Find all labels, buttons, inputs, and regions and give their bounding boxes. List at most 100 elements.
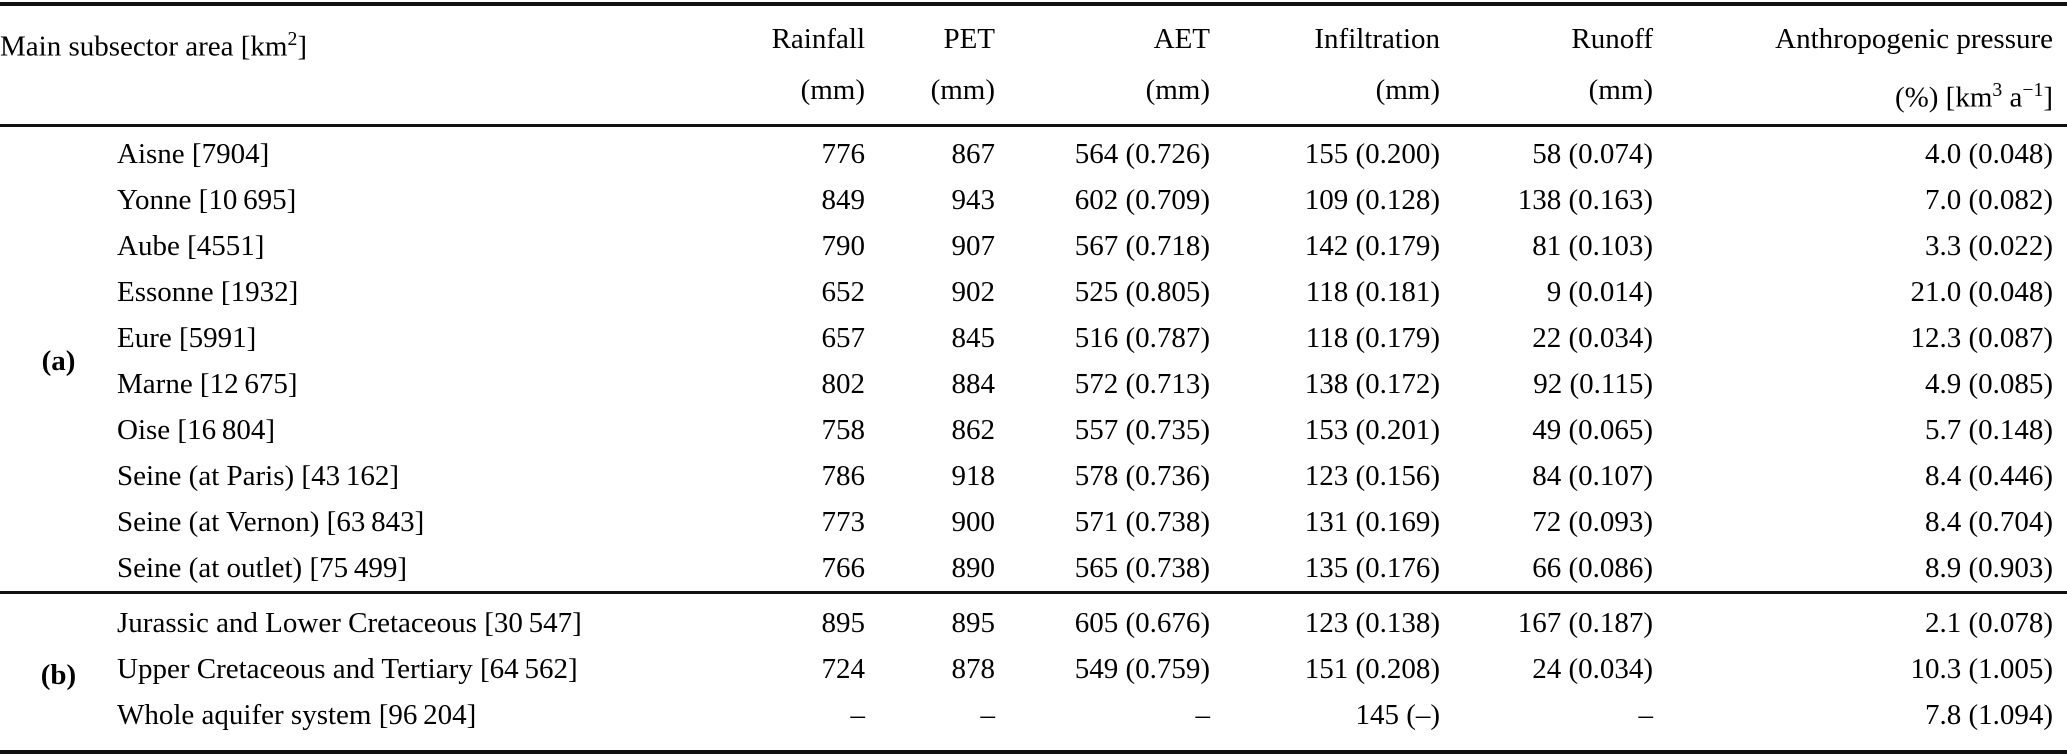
row-label: Yonne [10 695]	[117, 184, 297, 216]
value-cell: 109 (0.128)	[1304, 184, 1441, 216]
value-cell: 8.4 (0.704)	[1924, 506, 2054, 538]
value-cell: 135 (0.176)	[1304, 552, 1441, 584]
value-cell: 849	[821, 184, 866, 216]
section-label: (b)	[0, 591, 117, 752]
value-cell: 138 (0.172)	[1304, 368, 1441, 400]
value-cell: 151 (0.208)	[1304, 653, 1441, 685]
col-header-label: Anthropogenic pressure	[1775, 23, 2054, 55]
row-label: Essonne [1932]	[117, 276, 299, 308]
value-cell: –	[850, 699, 866, 731]
value-cell: 2.1 (0.078)	[1653, 591, 2067, 646]
value-cell: 766	[821, 552, 866, 584]
value-cell: 22 (0.034)	[1532, 322, 1654, 354]
section-label: (a)	[41, 345, 76, 377]
col-header-label: PET	[943, 23, 996, 55]
anthro-unit-pre: (%) [km	[1894, 81, 1993, 114]
col-header-label: Infiltration	[1314, 23, 1441, 55]
row-label: Aisne [7904]	[117, 138, 270, 170]
value-cell: 10.3 (1.005)	[1910, 653, 2054, 685]
anthro-unit-post: ]	[2043, 81, 2054, 114]
value-cell: 142 (0.179)	[1304, 230, 1441, 262]
value-cell: 7.0 (0.082)	[1924, 184, 2054, 216]
value-cell: 549 (0.759)	[1074, 653, 1211, 685]
col-header-runoff: Runoff (mm)	[1440, 4, 1654, 127]
value-cell: 918	[951, 460, 996, 492]
col-header-unit: (%) [km3 a−1]	[1653, 66, 2053, 114]
value-cell: 605 (0.676)	[995, 591, 1211, 646]
value-cell: 81 (0.103)	[1532, 230, 1654, 262]
row-label: Eure [5991]	[117, 322, 257, 354]
table-row: Marne [12 675] 802 884 572 (0.713) 138 (0.17…	[0, 361, 2067, 407]
value-cell: 8.9 (0.903)	[1924, 552, 2054, 584]
value-cell: 862	[951, 414, 996, 446]
header-row: Main subsector area [km2] Rainfall (mm) …	[0, 4, 2067, 127]
value-cell: 565 (0.738)	[1074, 552, 1211, 584]
value-cell: 516 (0.787)	[1074, 322, 1211, 354]
col-header-unit: (mm)	[930, 74, 996, 106]
value-cell: 943	[951, 184, 996, 216]
value-cell: 118 (0.179)	[1305, 322, 1441, 354]
row-label: Aube [4551]	[117, 230, 265, 262]
value-cell: 790	[821, 230, 866, 262]
anthro-unit-superscript-minus1: −1	[2022, 79, 2044, 101]
value-cell: 7.8 (1.094)	[1924, 699, 2054, 731]
col-header-label: AET	[1153, 23, 1211, 55]
value-cell: 167 (0.187)	[1440, 591, 1654, 646]
table-row: Oise [16 804] 758 862 557 (0.735) 153 (0.201…	[0, 407, 2067, 453]
value-cell: 602 (0.709)	[1074, 184, 1211, 216]
value-cell: 3.3 (0.022)	[1924, 230, 2054, 262]
value-cell: 155 (0.200)	[1304, 138, 1441, 170]
row-label: Seine (at Vernon) [63 843]	[117, 506, 425, 538]
value-cell: 907	[951, 230, 996, 262]
value-cell: 66 (0.086)	[1532, 552, 1654, 584]
value-cell: 24 (0.034)	[1532, 653, 1654, 685]
table-header: Main subsector area [km2] Rainfall (mm) …	[0, 4, 2067, 127]
value-cell: 4.0 (0.048)	[1924, 138, 2054, 170]
value-cell: 525 (0.805)	[1074, 276, 1211, 308]
main-header-pre: Main subsector area [km	[0, 30, 288, 63]
col-header-anthropogenic-pressure: Anthropogenic pressure (%) [km3 a−1]	[1653, 4, 2067, 127]
value-cell: 8.4 (0.446)	[1924, 460, 2054, 492]
value-cell: 153 (0.201)	[1304, 414, 1441, 446]
value-cell: 21.0 (0.048)	[1910, 276, 2054, 308]
value-cell: 557 (0.735)	[1074, 414, 1211, 446]
col-header-rainfall: Rainfall (mm)	[682, 4, 866, 127]
value-cell: 895	[865, 591, 996, 646]
table-row: Whole aquifer system [96 204] – – – 145 (–) –…	[0, 692, 2067, 752]
row-label: Jurassic and Lower Cretaceous [30 547]	[117, 591, 683, 646]
anthro-unit-mid: a	[2002, 81, 2023, 114]
value-cell: 123 (0.156)	[1304, 460, 1441, 492]
value-cell: 802	[821, 368, 866, 400]
table-row: (b) Jurassic and Lower Cretaceous [30 547…	[0, 591, 2067, 752]
table-row: Yonne [10 695] 849 943 602 (0.709) 109 (0.12…	[0, 177, 2067, 223]
value-cell: 578 (0.736)	[1074, 460, 1211, 492]
value-cell: 895	[682, 591, 866, 646]
value-cell: –	[1195, 699, 1211, 731]
value-cell: 652	[821, 276, 866, 308]
col-header-unit: (mm)	[1588, 74, 1654, 106]
value-cell: 900	[951, 506, 996, 538]
row-label: Upper Cretaceous and Tertiary [64 562]	[117, 653, 578, 685]
value-cell: 564 (0.726)	[1074, 138, 1211, 170]
value-cell: 776	[821, 138, 866, 170]
value-cell: 9 (0.014)	[1546, 276, 1654, 308]
value-cell: 571 (0.738)	[1074, 506, 1211, 538]
value-cell: 724	[821, 653, 866, 685]
table-row: Seine (at Vernon) [63 843] 773 900 571 (0.7…	[0, 499, 2067, 545]
anthro-unit-superscript-3: 3	[1992, 79, 2003, 101]
value-cell: 138 (0.163)	[1517, 184, 1654, 216]
value-cell: 49 (0.065)	[1532, 414, 1654, 446]
value-cell: 890	[951, 552, 996, 584]
col-header-pet: PET (mm)	[865, 4, 996, 127]
value-cell: 786	[821, 460, 866, 492]
table-row: Seine (at outlet) [75 499] 766 890 565 (0.7…	[0, 545, 2067, 593]
table-row: Seine (at Paris) [43 162] 786 918 578 (0.73…	[0, 453, 2067, 499]
col-header-aet: AET (mm)	[995, 4, 1211, 127]
table-row: (a) Aisne [7904] 776 867 564 (0.726) 155 (0.2…	[0, 126, 2067, 377]
col-header-main-subsector-area: Main subsector area [km2]	[0, 4, 683, 127]
col-header-infiltration: Infiltration (mm)	[1210, 4, 1441, 127]
value-cell: 758	[821, 414, 866, 446]
main-header-text: Main subsector area [km2]	[0, 12, 682, 66]
value-cell: 92 (0.115)	[1533, 368, 1654, 400]
